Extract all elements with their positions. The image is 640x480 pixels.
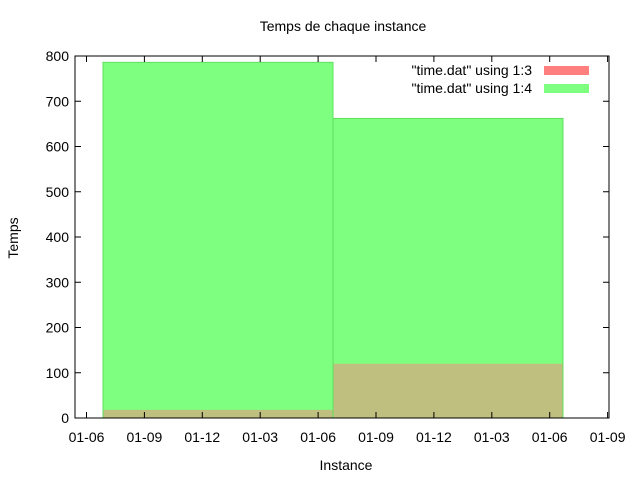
y-tick-label-0: 0 [61, 410, 69, 426]
x-tick-label-7: 01-03 [474, 429, 510, 445]
legend-swatch-series-2 [544, 84, 589, 93]
bars-layer [102, 61, 564, 419]
x-tick-label-4: 01-06 [300, 429, 336, 445]
y-tick-label-3: 300 [46, 274, 70, 290]
legend: "time.dat" using 1:3 "time.dat" using 1:… [412, 62, 589, 96]
bar-series-1-1 [103, 409, 333, 418]
x-tick-label-5: 01-09 [358, 429, 394, 445]
x-tick-label-3: 01-03 [242, 429, 278, 445]
y-tick-label-7: 700 [46, 93, 70, 109]
x-tick-label-9: 01-09 [590, 429, 626, 445]
x-tick-label-0: 01-06 [69, 429, 105, 445]
y-tick-label-1: 100 [46, 365, 70, 381]
x-tick-label-8: 01-06 [532, 429, 568, 445]
y-tick-label-8: 800 [46, 48, 70, 64]
x-axis-label: Instance [320, 457, 373, 473]
ticks-layer: 0 100 200 300 400 500 600 700 800 01-06 01-09 01-12… [46, 48, 626, 445]
x-tick-label-1: 01-09 [126, 429, 162, 445]
y-axis-label: Temps [5, 217, 21, 258]
legend-label-series-2: "time.dat" using 1:4 [412, 80, 533, 96]
plot-frame [74, 55, 610, 419]
legend-swatch-series-1 [544, 66, 589, 75]
y-tick-label-2: 200 [46, 320, 70, 336]
x-tick-label-2: 01-12 [184, 429, 220, 445]
y-tick-label-6: 600 [46, 139, 70, 155]
chart-title: Temps de chaque instance [260, 18, 427, 34]
y-tick-label-5: 500 [46, 184, 70, 200]
bar-series-2-1 [103, 62, 333, 419]
y-tick-label-4: 400 [46, 229, 70, 245]
x-tick-label-6: 01-12 [416, 429, 452, 445]
bar-series-1-2 [333, 363, 563, 418]
legend-label-series-1: "time.dat" using 1:3 [412, 62, 533, 78]
